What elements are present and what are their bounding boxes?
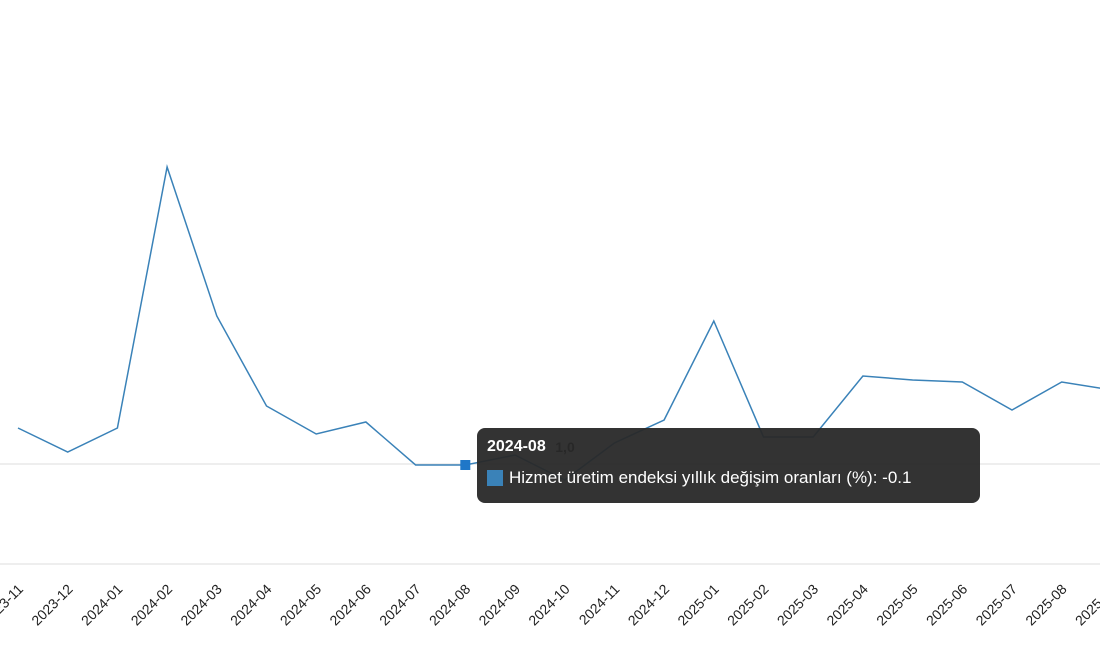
x-tick-label: 2025-05 [873,581,921,629]
x-tick-label: 2025-08 [1022,581,1070,629]
x-tick-label: 2024-08 [426,581,474,629]
x-tick-label: 2023-11 [0,581,26,628]
x-tick-label: 2025-04 [823,581,871,629]
tooltip-swatch [487,470,503,486]
x-tick-label: 2024-11 [576,581,623,628]
tooltip: 2024-08 Hizmet üretim endeksi yıllık değ… [477,428,980,503]
x-tick-label: 2024-03 [177,581,225,629]
x-tick-label: 2025-03 [774,581,822,629]
x-tick-label: 2025-01 [674,581,722,629]
x-tick-label: 2025-06 [923,581,971,629]
x-tick-label: 2024-07 [376,581,424,629]
x-tick-label: 2025-09 [1072,581,1100,629]
x-tick-label: 2025-07 [972,581,1020,629]
x-tick-label: 2023-12 [28,581,76,629]
tooltip-text: Hizmet üretim endeksi yıllık değişim ora… [509,468,912,487]
x-tick-label: 2024-04 [227,581,275,629]
x-tick-label: 2024-09 [475,581,523,629]
x-tick-label: 2024-02 [128,581,176,629]
tooltip-row: Hizmet üretim endeksi yıllık değişim ora… [487,468,970,488]
x-tick-label: 2025-02 [724,581,772,629]
x-tick-label: 2024-01 [78,581,126,629]
x-tick-label: 2024-12 [625,581,673,629]
x-tick-label: 2024-05 [277,581,325,629]
x-tick-label: 2024-10 [525,581,573,629]
x-tick-label: 2024-06 [326,581,374,629]
tooltip-title: 2024-08 [487,438,546,455]
hover-marker [460,460,471,470]
